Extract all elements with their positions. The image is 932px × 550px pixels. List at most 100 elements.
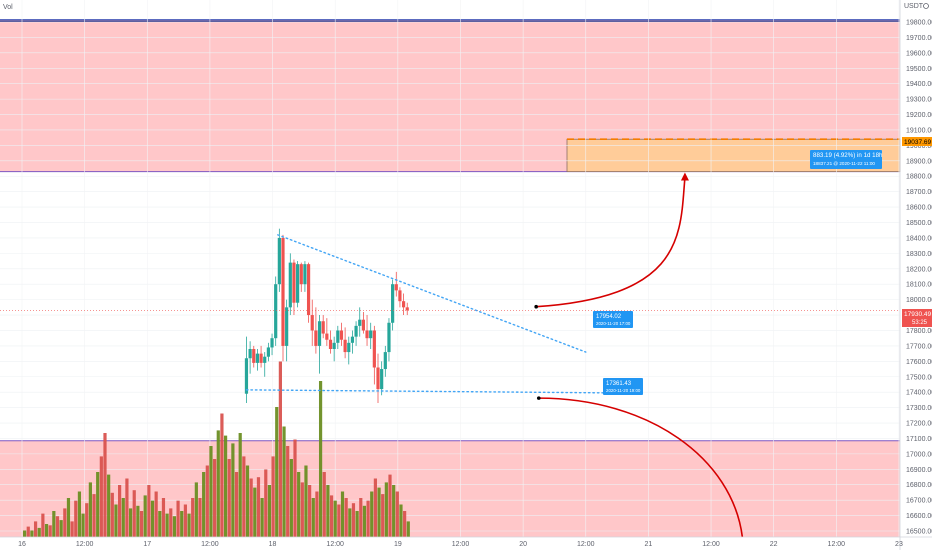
candle-body	[270, 338, 274, 348]
volume-bar	[216, 430, 220, 537]
bearish-projection-arrow	[538, 397, 744, 538]
candle-body	[332, 342, 336, 349]
volume-bar	[340, 491, 345, 537]
volume-bar	[172, 516, 177, 537]
volume-bar	[213, 459, 217, 537]
volume-bar	[286, 446, 290, 537]
volume-bar	[103, 433, 107, 537]
candle-body	[347, 342, 351, 353]
candle-body	[274, 284, 278, 339]
target-price-text: 19037.69	[904, 139, 931, 146]
candle-body	[405, 307, 409, 311]
volume-bar	[348, 508, 352, 537]
candle-body	[303, 264, 307, 285]
y-tick-label: 18800.00	[906, 174, 932, 181]
volume-bar	[161, 498, 166, 537]
y-tick-label: 19400.00	[906, 81, 932, 88]
volume-bar	[264, 469, 268, 537]
volume-bar	[384, 482, 388, 537]
volume-bar	[44, 524, 49, 537]
volume-bar	[318, 381, 323, 537]
candle-body	[314, 330, 318, 346]
volume-bar	[253, 487, 257, 537]
candle-body	[361, 319, 365, 331]
currency-label: USDT	[904, 3, 924, 10]
y-tick-label: 19800.00	[906, 20, 932, 27]
volume-bar	[344, 498, 348, 537]
y-tick-label: 18900.00	[906, 158, 932, 165]
candle-body	[325, 333, 329, 340]
volume-bar	[37, 527, 41, 537]
volume-bar	[293, 439, 297, 537]
low-projection-callout[interactable]: 17361.43 2020-11-20 19:00	[603, 378, 643, 395]
candle-body	[376, 367, 380, 390]
volume-bar	[245, 465, 250, 537]
volume-bar	[311, 498, 315, 537]
candle-body	[380, 369, 384, 390]
countdown-text: 53:25	[912, 320, 928, 326]
y-tick-label: 18600.00	[906, 205, 932, 212]
upper-projection-callout[interactable]: 883.19 (4.92%) in 1d 18h 18837.21 @ 2020…	[810, 150, 883, 169]
candle-body	[401, 301, 406, 308]
candle-body	[288, 262, 292, 308]
volume-bar	[96, 472, 100, 537]
volume-bar	[373, 478, 377, 537]
volume-bar	[223, 435, 228, 537]
candle-body	[321, 321, 325, 334]
candle-body	[263, 356, 267, 363]
x-tick-label: 17	[143, 541, 151, 548]
candle-body	[281, 237, 285, 346]
settings-icon[interactable]	[923, 3, 929, 9]
volume-bar	[165, 513, 169, 537]
y-tick-label: 19300.00	[906, 97, 932, 104]
current-price-tag: 17930.49 53:25	[902, 309, 932, 327]
y-tick-label: 18500.00	[906, 220, 932, 227]
support-trendline	[245, 389, 618, 394]
volume-bar	[406, 521, 410, 537]
x-tick-label: 12:00	[76, 541, 94, 548]
mid-projection-callout[interactable]: 17954.02 2020-11-20 17:00	[593, 311, 633, 328]
volume-bar	[329, 495, 334, 537]
volume-bar	[267, 485, 272, 537]
y-tick-label: 19000.00	[906, 143, 932, 150]
y-tick-label: 19100.00	[906, 127, 932, 134]
volume-bar	[128, 508, 133, 537]
volume-bar	[121, 498, 125, 537]
bearish-start-point	[536, 396, 541, 400]
volume-bar	[271, 456, 275, 537]
volume-bar	[359, 498, 363, 537]
y-tick-label: 17400.00	[906, 390, 932, 397]
time-axis[interactable]: 16 12:00 17 12:00 18 12:00 19 12:00 20 12:00 21 12:…	[0, 536, 932, 548]
candle-body	[299, 264, 303, 285]
candle-body	[255, 353, 260, 363]
low-callout-line2: 2020-11-20 19:00	[606, 388, 641, 393]
volume-bar	[322, 472, 326, 537]
candle-body	[391, 284, 395, 323]
volume-bar	[143, 495, 147, 537]
volume-bar	[150, 500, 155, 537]
candle-body	[394, 284, 398, 291]
volume-bar	[337, 504, 341, 537]
y-tick-label: 19500.00	[906, 66, 932, 73]
low-callout-line1: 17361.43	[606, 381, 632, 387]
volume-bar	[256, 477, 261, 537]
candle-body	[310, 315, 314, 331]
volume-bar	[209, 446, 213, 537]
volume-bar	[118, 485, 122, 537]
price-axis[interactable]: 19800.00 19700.00 19600.00 19500.00 19400.00…	[899, 0, 932, 550]
volume-bar	[388, 474, 392, 537]
volume-bar	[198, 498, 202, 537]
candle-body	[266, 347, 270, 357]
y-tick-label: 16700.00	[906, 498, 932, 505]
y-tick-label: 17000.00	[906, 451, 932, 458]
volume-bar	[99, 456, 103, 537]
y-tick-label: 17500.00	[906, 374, 932, 381]
volume-bar	[289, 459, 293, 537]
volume-bar	[85, 503, 89, 537]
upper-callout-line1: 883.19 (4.92%) in 1d 18h	[813, 152, 883, 159]
volume-bar	[315, 491, 319, 537]
mid-callout-line2: 2020-11-20 17:00	[596, 321, 631, 326]
candle-body	[398, 290, 402, 302]
y-tick-label: 17800.00	[906, 328, 932, 335]
